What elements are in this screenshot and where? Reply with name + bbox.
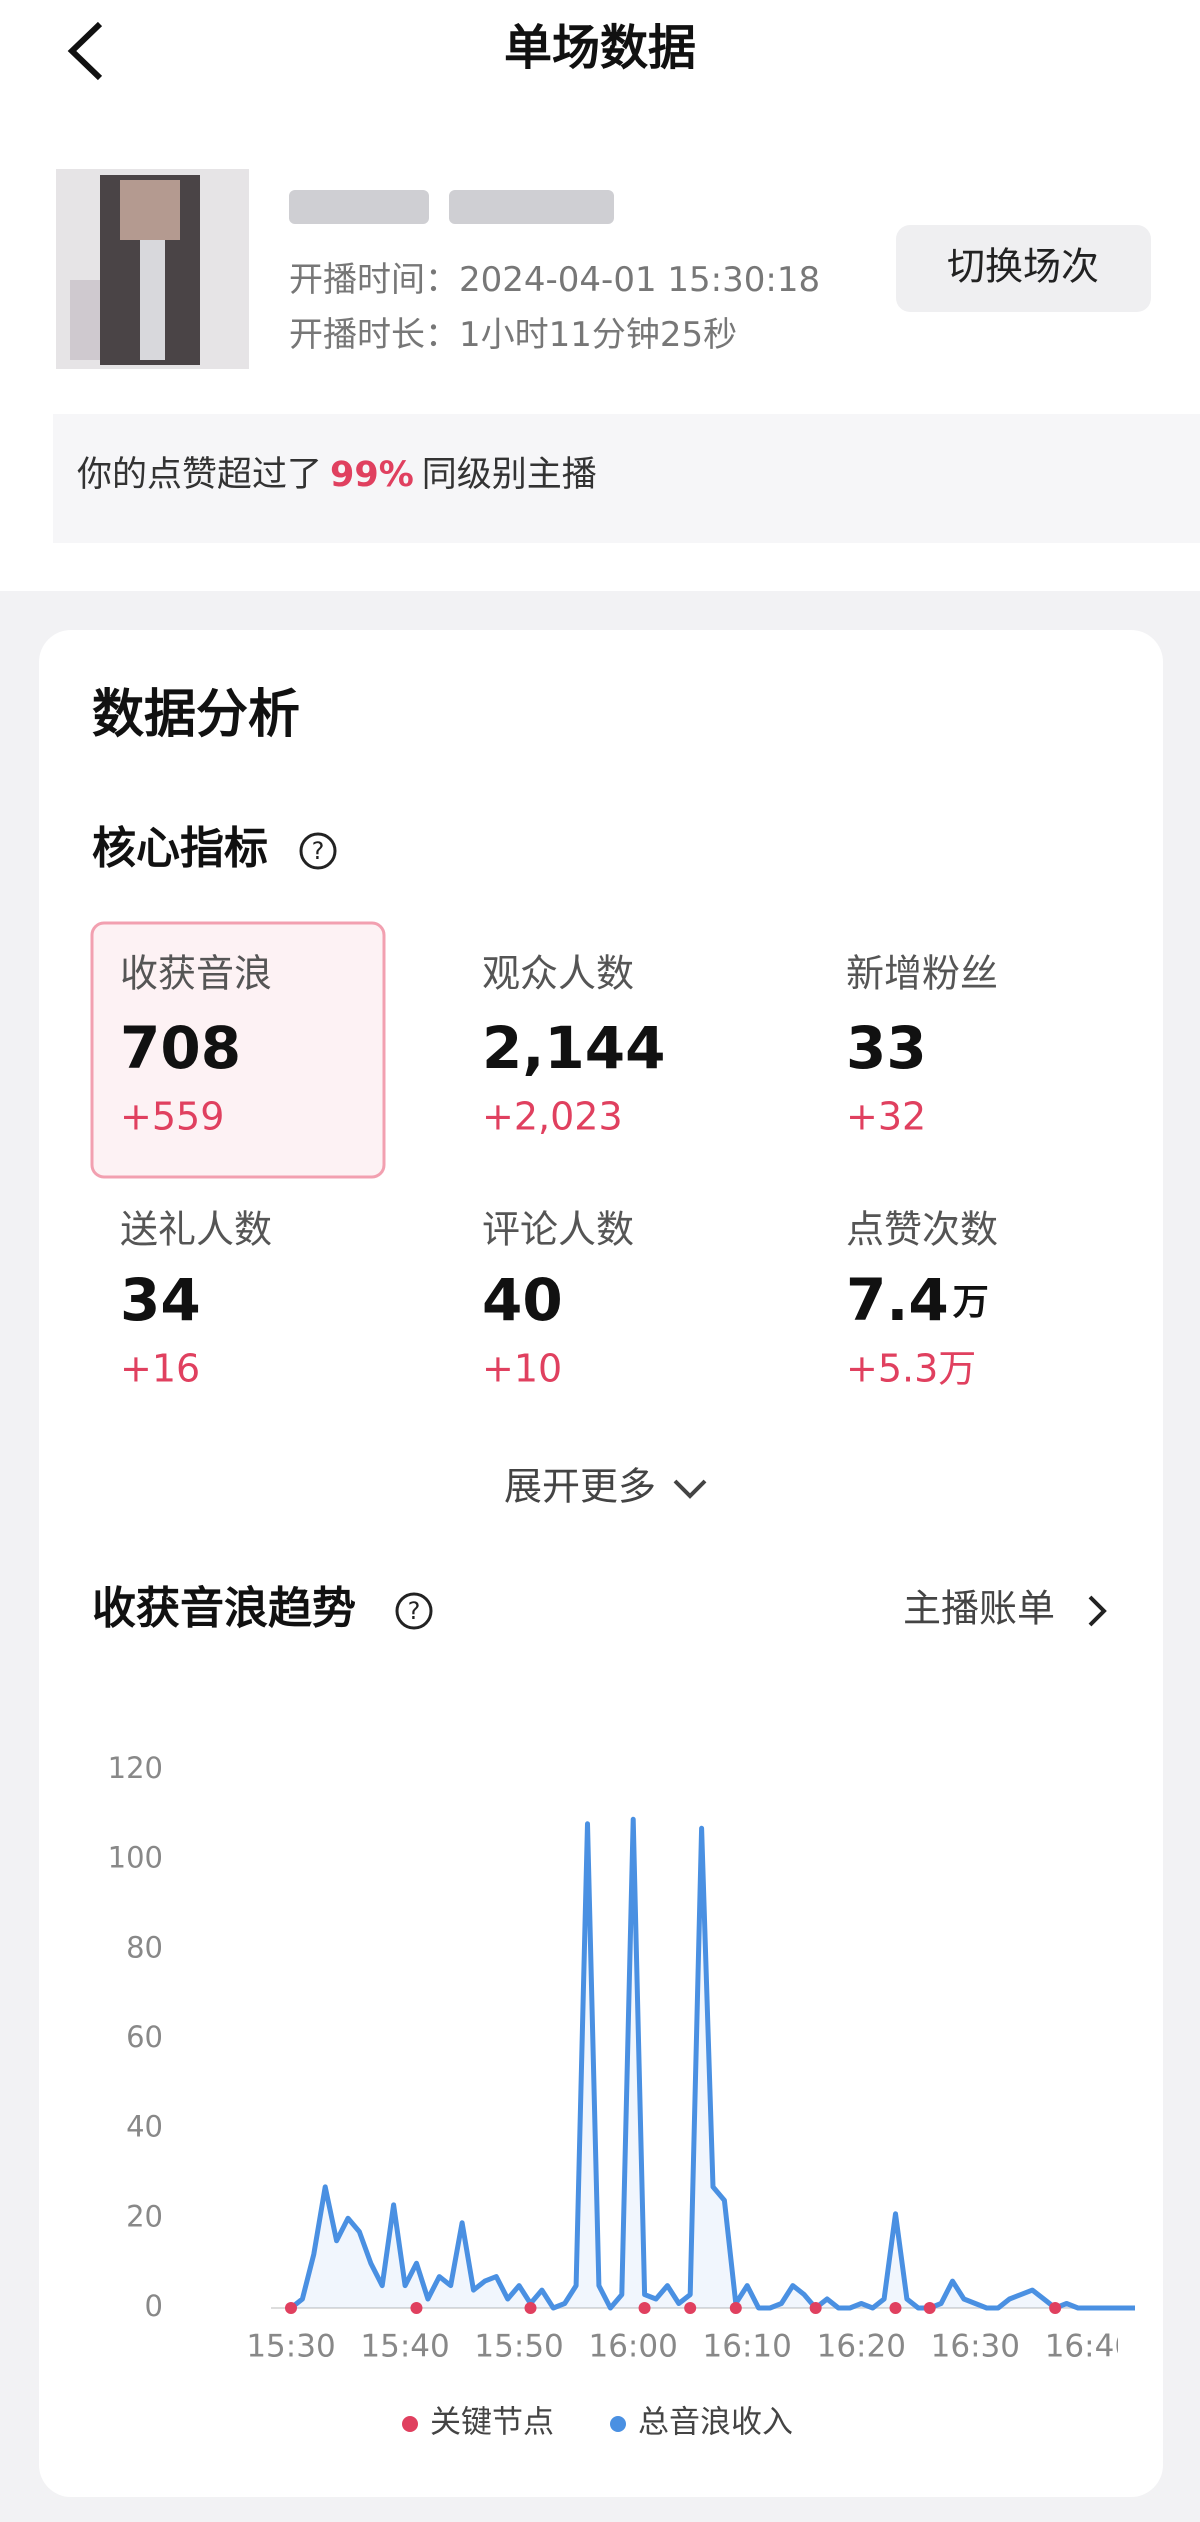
x-tick-label: 16:40	[1045, 2329, 1134, 2365]
key-node	[285, 2302, 297, 2314]
y-tick-label: 0	[145, 2289, 163, 2323]
x-tick-label: 15:50	[474, 2329, 563, 2365]
start-time: 开播时间：2024-04-01 15:30:18	[289, 260, 820, 300]
metric-delta: +32	[846, 1095, 926, 1139]
metric-label: 收获音浪	[120, 952, 272, 996]
bill-link[interactable]: 主播账单	[903, 1587, 1055, 1631]
trend-title: 收获音浪趋势	[92, 1583, 356, 1634]
duration: 开播时长：1小时11分钟25秒	[289, 315, 737, 355]
metric-value: 34	[120, 1266, 201, 1334]
metric-value: 2,144	[482, 1014, 665, 1082]
metric-delta: +16	[120, 1347, 200, 1391]
line	[289, 1816, 1135, 2311]
key-node	[410, 2302, 423, 2314]
metric-unit: 万	[953, 1282, 989, 1323]
y-tick-label: 60	[126, 2020, 163, 2054]
y-tick-label: 40	[126, 2110, 163, 2144]
metric-delta: +5.3万	[846, 1347, 976, 1391]
legend-marker	[402, 2416, 418, 2432]
metric-value-number: 33	[846, 1014, 927, 1082]
x-tick-label: 15:30	[246, 2329, 335, 2365]
switch-button[interactable]	[896, 225, 1151, 312]
avatar	[56, 169, 249, 369]
metric-highlight[interactable]	[90, 921, 386, 1179]
expand-arrow[interactable]	[673, 1479, 707, 1499]
metric-value: 708	[120, 1014, 241, 1082]
x-tick-label: 15:40	[360, 2329, 449, 2365]
analysis-card	[39, 630, 1163, 2497]
name-blur	[449, 190, 614, 224]
x-tick-label: 16:30	[931, 2329, 1020, 2365]
metric-delta: +10	[482, 1347, 562, 1391]
y-tick-label: 20	[126, 2199, 163, 2233]
key-node	[923, 2302, 936, 2314]
key-node	[729, 2302, 742, 2314]
metric-label: 点赞次数	[846, 1208, 998, 1252]
metric-value: 40	[482, 1266, 563, 1334]
y-tick-label: 120	[108, 1751, 163, 1785]
metric-delta: +559	[120, 1095, 224, 1139]
banner	[53, 414, 1200, 543]
metric-value-number: 34	[120, 1266, 201, 1334]
legend-marker	[610, 2416, 626, 2432]
metric-value: 7.4 万	[846, 1266, 989, 1334]
banner-text: 你的点赞超过了 99% 同级别主播	[77, 455, 597, 495]
key-node	[889, 2302, 902, 2314]
section-title: 数据分析	[92, 685, 300, 745]
x-tick-label: 16:20	[817, 2329, 906, 2365]
help-icon[interactable]: ?	[299, 832, 337, 870]
area	[291, 1819, 1135, 2308]
metric-value-number: 2,144	[482, 1014, 665, 1082]
back-button[interactable]	[67, 21, 103, 81]
metric-label: 评论人数	[482, 1208, 634, 1252]
legend-label: 总音浪收入	[638, 2405, 793, 2441]
metric-label: 送礼人数	[120, 1208, 272, 1252]
switch-button-label[interactable]: 切换场次	[947, 245, 1099, 289]
expand-more[interactable]: 展开更多	[504, 1465, 656, 1509]
help-icon[interactable]: ?	[395, 1592, 433, 1630]
key-node	[524, 2302, 537, 2314]
chart: 0 20 40 60 80 100 120 15:30 15:40 15:50 16:00 16:10…	[108, 1751, 1135, 2441]
metric-label: 观众人数	[482, 952, 634, 996]
key-node	[638, 2302, 651, 2314]
legend-label: 关键节点	[430, 2405, 554, 2441]
page-title: 单场数据	[504, 20, 696, 76]
metric-label: 新增粉丝	[846, 952, 998, 996]
key-node	[809, 2302, 822, 2314]
metric-value-number: 40	[482, 1266, 563, 1334]
metric-value-number: 708	[120, 1014, 241, 1082]
key-node	[684, 2302, 697, 2314]
x-tick-labels: 15:30 15:40 15:50 16:00 16:10 16:20 16:30 16:40	[246, 2329, 1134, 2365]
x-tick-label: 16:00	[588, 2329, 677, 2365]
core-title: 核心指标	[92, 823, 268, 874]
metric-delta: +2,023	[482, 1095, 623, 1139]
svg-text:?: ?	[408, 1597, 421, 1625]
metric-value-number: 7.4	[846, 1266, 949, 1334]
y-tick-label: 80	[126, 1930, 163, 1964]
metric-value: 33	[846, 1014, 927, 1082]
svg-text:?: ?	[312, 837, 325, 865]
bill-arrow[interactable]	[1088, 1595, 1107, 1627]
x-tick-label: 16:10	[703, 2329, 792, 2365]
y-tick-label: 100	[108, 1841, 163, 1875]
name-blur	[289, 190, 429, 224]
key-node	[1049, 2302, 1062, 2314]
